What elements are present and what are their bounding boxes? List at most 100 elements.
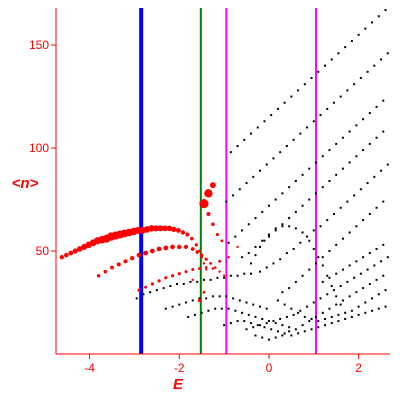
black-dot-0	[229, 151, 232, 154]
black-dot-98	[279, 258, 282, 261]
black-dot-271	[245, 328, 248, 331]
red-marker-24	[166, 225, 173, 232]
red-marker-67	[218, 270, 221, 273]
black-dot-202	[243, 320, 246, 323]
black-dot-201	[236, 320, 239, 323]
y-tick-label-1: 100	[29, 141, 49, 155]
black-dot-179	[245, 301, 248, 304]
black-dot-125	[348, 231, 351, 234]
black-dot-41	[339, 95, 342, 98]
black-dot-series	[135, 9, 389, 341]
red-marker-54	[213, 266, 217, 269]
black-dot-274	[265, 322, 268, 325]
red-marker-61	[177, 272, 181, 276]
red-marker-63	[191, 268, 195, 272]
red-marker-72	[206, 211, 211, 216]
red-marker-78	[218, 259, 222, 263]
black-dot-71	[375, 105, 378, 108]
black-dot-287	[353, 276, 356, 279]
black-dot-104	[319, 225, 322, 228]
black-dot-239	[355, 291, 358, 294]
black-dot-80	[288, 217, 291, 220]
black-dot-173	[205, 297, 208, 300]
red-marker-80	[227, 256, 230, 259]
red-marker-70	[199, 199, 209, 209]
black-dot-244	[276, 299, 279, 302]
red-marker-series	[59, 182, 239, 303]
black-dot-225	[261, 336, 264, 339]
black-dot-124	[341, 237, 344, 240]
red-marker-74	[215, 232, 219, 237]
black-dot-277	[285, 315, 288, 318]
black-dot-69	[362, 118, 365, 121]
black-dot-213	[317, 326, 320, 329]
black-dot-168	[171, 305, 174, 308]
black-dot-111	[366, 182, 369, 185]
black-dot-14	[323, 64, 326, 67]
black-dot-227	[274, 336, 277, 339]
red-marker-20	[148, 225, 155, 232]
red-marker-81	[191, 278, 194, 282]
red-marker-77	[202, 290, 206, 294]
red-marker-45	[163, 245, 169, 251]
black-dot-236	[335, 303, 338, 306]
black-dot-203	[250, 322, 253, 325]
black-dot-155	[176, 282, 179, 285]
black-dot-43	[353, 83, 356, 86]
black-dot-289	[366, 268, 369, 271]
black-dot-55	[267, 204, 270, 207]
black-dot-145	[263, 239, 266, 242]
black-dot-127	[362, 219, 365, 222]
black-dot-214	[323, 324, 326, 327]
red-marker-65	[204, 266, 208, 269]
black-dot-83	[308, 198, 311, 201]
black-dot-25	[232, 194, 235, 197]
black-dot-33	[285, 144, 288, 147]
black-dot-8	[283, 101, 286, 104]
black-dot-194	[261, 317, 264, 320]
black-dot-259	[377, 293, 380, 296]
black-dot-255	[350, 309, 353, 312]
black-dot-247	[297, 311, 300, 314]
black-dot-85	[321, 186, 324, 189]
black-dot-270	[382, 243, 385, 246]
black-dot-253	[337, 313, 340, 316]
black-dot-35	[299, 132, 302, 135]
black-dot-39	[326, 107, 329, 110]
black-dot-54	[261, 210, 264, 213]
black-dot-3	[250, 132, 253, 135]
black-dot-131	[267, 233, 270, 236]
black-dot-228	[281, 334, 284, 337]
black-dot-20	[364, 27, 367, 30]
red-marker-26	[175, 228, 181, 233]
black-dot-252	[330, 315, 333, 318]
black-dot-84	[315, 192, 318, 195]
red-marker-36	[103, 269, 108, 274]
black-dot-220	[364, 311, 367, 314]
black-dot-216	[337, 320, 340, 323]
black-dot-223	[384, 305, 387, 308]
red-marker-49	[190, 247, 195, 251]
red-marker-21	[152, 225, 160, 232]
black-dot-45	[366, 70, 369, 73]
black-dot-61	[308, 167, 311, 170]
black-dot-2	[243, 138, 246, 141]
red-marker-27	[180, 230, 186, 235]
black-dot-150	[142, 293, 145, 296]
black-dot-238	[348, 295, 351, 298]
black-dot-156	[182, 282, 185, 285]
black-dot-126	[355, 225, 358, 228]
black-dot-292	[386, 256, 389, 259]
black-dot-276	[279, 317, 282, 320]
red-marker-56	[144, 285, 148, 289]
red-marker-38	[116, 262, 121, 267]
red-marker-34	[205, 268, 208, 271]
black-dot-250	[317, 320, 320, 323]
red-marker-37	[110, 265, 114, 270]
black-dot-42	[346, 89, 349, 92]
black-dot-149	[135, 297, 138, 300]
black-dot-87	[335, 173, 338, 176]
plot-area	[59, 8, 389, 354]
red-marker-30	[194, 243, 198, 247]
black-dot-169	[178, 303, 181, 306]
